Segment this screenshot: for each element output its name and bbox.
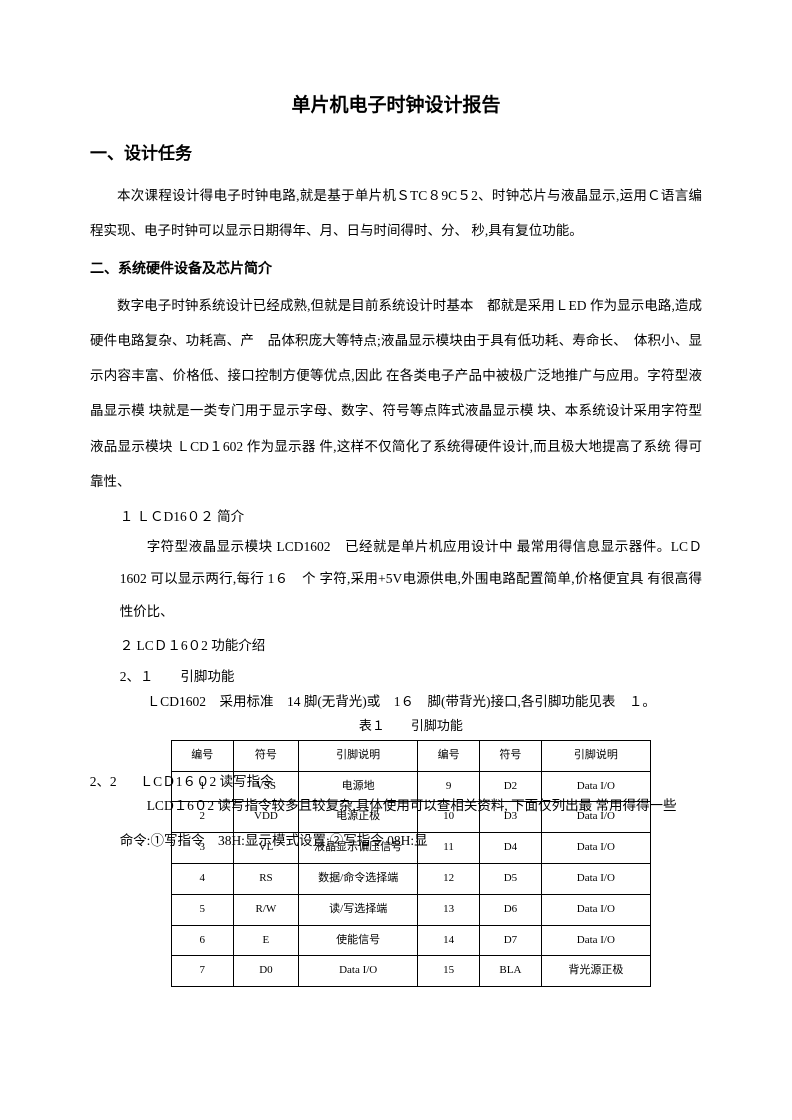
table-cell: Data I/O xyxy=(541,863,650,894)
subsection-block: １ ＬＣD16０２ 简介 字符型液晶显示模块 LCD1602 已经就是单片机应用… xyxy=(120,505,702,987)
table-cell: 12 xyxy=(418,863,480,894)
table-row: 6E使能信号14D7Data I/O xyxy=(171,925,650,956)
table-cell: D7 xyxy=(480,925,542,956)
table-cell: D5 xyxy=(480,863,542,894)
table-cell: 数据/命令选择端 xyxy=(299,863,418,894)
table-row: 7D0Data I/O15BLA背光源正极 xyxy=(171,956,650,987)
sub-2-2-prefix: 2、2 xyxy=(90,764,117,799)
table-cell: Data I/O xyxy=(299,956,418,987)
table-row: 5R/W读/写选择端13D6Data I/O xyxy=(171,894,650,925)
section-1-heading: 一、设计任务 xyxy=(90,139,702,164)
table-overlay-wrap: 2、2 ＬCＤ1６０2 读写指令 LCD１6０2 读写指令较多且较复杂,具体使用… xyxy=(120,740,702,987)
th: 引脚说明 xyxy=(541,740,650,771)
table-cell: Data I/O xyxy=(541,894,650,925)
table-cell: 背光源正极 xyxy=(541,956,650,987)
th: 编号 xyxy=(418,740,480,771)
table-cell: E xyxy=(233,925,299,956)
table-row: 4RS数据/命令选择端12D5Data I/O xyxy=(171,863,650,894)
table-cell: R/W xyxy=(233,894,299,925)
sub-2-1-heading: 2、１ 引脚功能 xyxy=(120,665,702,689)
table-cell: 6 xyxy=(171,925,233,956)
section-2-paragraph: 数字电子时钟系统设计已经成熟,但就是目前系统设计时基本 都就是采用ＬED 作为显… xyxy=(90,288,702,499)
sub-2-2-paragraph: LCD１6０2 读写指令较多且较复杂,具体使用可以查相关资料, 下面仅列出最 常… xyxy=(120,788,680,858)
table-cell: D6 xyxy=(480,894,542,925)
sub-1-heading: １ ＬＣD16０２ 简介 xyxy=(120,505,702,529)
table-cell: 13 xyxy=(418,894,480,925)
table-cell: Data I/O xyxy=(541,925,650,956)
table-cell: 读/写选择端 xyxy=(299,894,418,925)
th: 引脚说明 xyxy=(299,740,418,771)
table-cell: 14 xyxy=(418,925,480,956)
document-title: 单片机电子时钟设计报告 xyxy=(90,90,702,117)
section-1-paragraph: 本次课程设计得电子时钟电路,就是基于单片机ＳTC８9C５2、时钟芯片与液晶显示,… xyxy=(90,178,702,248)
table-cell: 5 xyxy=(171,894,233,925)
sub-2-1-paragraph: ＬCD1602 采用标准 14 脚(无背光)或 1６ 脚(带背光)接口,各引脚功… xyxy=(120,691,702,713)
table-cell: 使能信号 xyxy=(299,925,418,956)
th: 符号 xyxy=(480,740,542,771)
sub-1-paragraph: 字符型液晶显示模块 LCD1602 已经就是单片机应用设计中 最常用得信息显示器… xyxy=(120,531,702,628)
sub-2-heading: ２ LCＤ１6０2 功能介绍 xyxy=(120,634,702,658)
table-cell: D0 xyxy=(233,956,299,987)
table-cell: 15 xyxy=(418,956,480,987)
document-page: 单片机电子时钟设计报告 一、设计任务 本次课程设计得电子时钟电路,就是基于单片机… xyxy=(0,0,792,1120)
table-cell: RS xyxy=(233,863,299,894)
table-cell: 4 xyxy=(171,863,233,894)
table-cell: BLA xyxy=(480,956,542,987)
section-2-heading: 二、系统硬件设备及芯片简介 xyxy=(90,258,702,278)
table-cell: 7 xyxy=(171,956,233,987)
table-1-caption: 表１ 引脚功能 xyxy=(120,714,702,737)
